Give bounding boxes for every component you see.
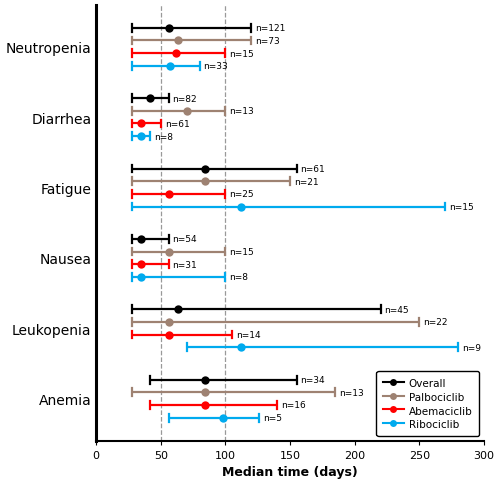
Text: n=8: n=8: [154, 133, 174, 141]
Text: n=16: n=16: [281, 401, 306, 409]
Text: n=33: n=33: [204, 62, 228, 71]
Text: n=13: n=13: [339, 388, 364, 397]
Text: n=9: n=9: [462, 343, 481, 352]
X-axis label: Median time (days): Median time (days): [222, 466, 358, 479]
Text: n=34: n=34: [300, 376, 325, 384]
Text: n=15: n=15: [230, 247, 254, 257]
Text: n=21: n=21: [294, 177, 318, 186]
Text: n=31: n=31: [172, 260, 197, 269]
Text: n=82: n=82: [172, 94, 197, 104]
Text: n=8: n=8: [230, 273, 248, 282]
Text: n=54: n=54: [172, 235, 197, 244]
Text: n=73: n=73: [255, 37, 280, 46]
Text: n=25: n=25: [230, 190, 254, 199]
Text: n=45: n=45: [384, 305, 409, 314]
Text: n=14: n=14: [236, 331, 260, 339]
Text: n=22: n=22: [423, 318, 448, 327]
Legend: Overall, Palbociclib, Abemaciclib, Ribociclib: Overall, Palbociclib, Abemaciclib, Riboc…: [376, 372, 478, 436]
Text: n=5: n=5: [263, 413, 282, 422]
Text: n=15: n=15: [449, 203, 474, 212]
Text: n=13: n=13: [230, 107, 254, 116]
Text: n=61: n=61: [164, 120, 190, 129]
Text: n=15: n=15: [230, 49, 254, 59]
Text: n=61: n=61: [300, 165, 325, 174]
Text: n=121: n=121: [255, 24, 286, 33]
